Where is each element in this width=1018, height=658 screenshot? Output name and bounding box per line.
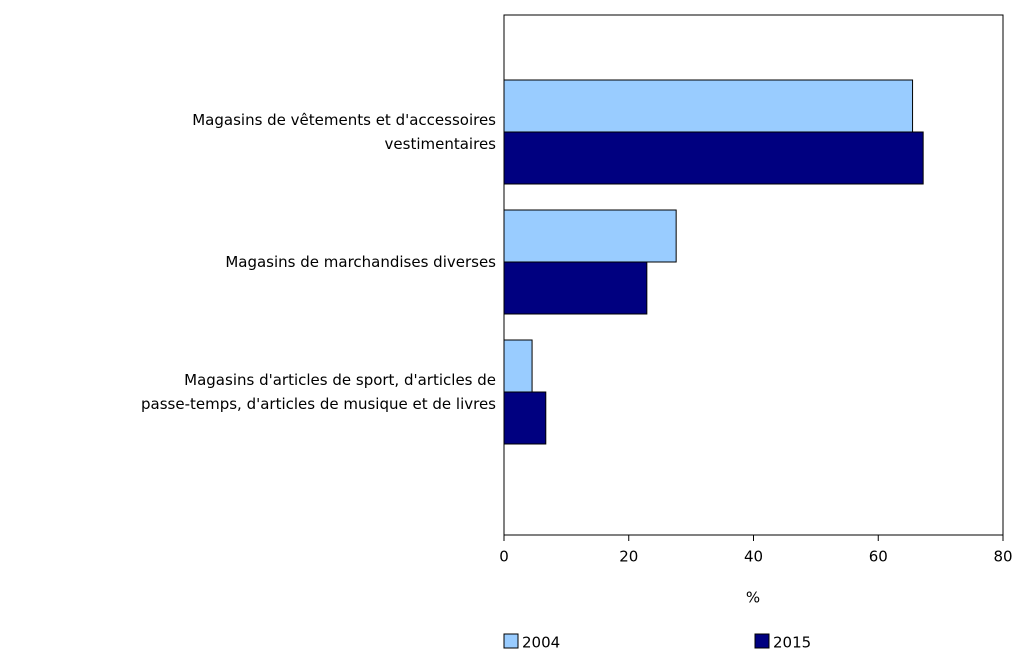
x-tick-label: 40 [744,548,763,566]
bar [503,391,547,445]
bar [503,131,924,185]
legend-swatch [503,633,519,649]
x-axis-label: % [746,589,760,607]
y-tick-label: Magasins de marchandises diverses [225,253,496,271]
plot-frame [503,14,1004,536]
legend-swatch [754,633,770,649]
legend-label: 2015 [773,634,811,652]
legend-label: 2004 [522,634,560,652]
x-tick-label: 20 [619,548,638,566]
bar [503,339,533,393]
bar [503,209,677,263]
y-tick-label: Magasins d'articles de sport, d'articles… [141,371,496,413]
x-tick-label: 80 [993,548,1012,566]
x-tick-label: 60 [869,548,888,566]
bar [503,79,914,133]
y-tick-label: Magasins de vêtements et d'accessoires ve… [192,111,496,153]
bar [503,261,648,315]
x-tick-label: 0 [499,548,509,566]
